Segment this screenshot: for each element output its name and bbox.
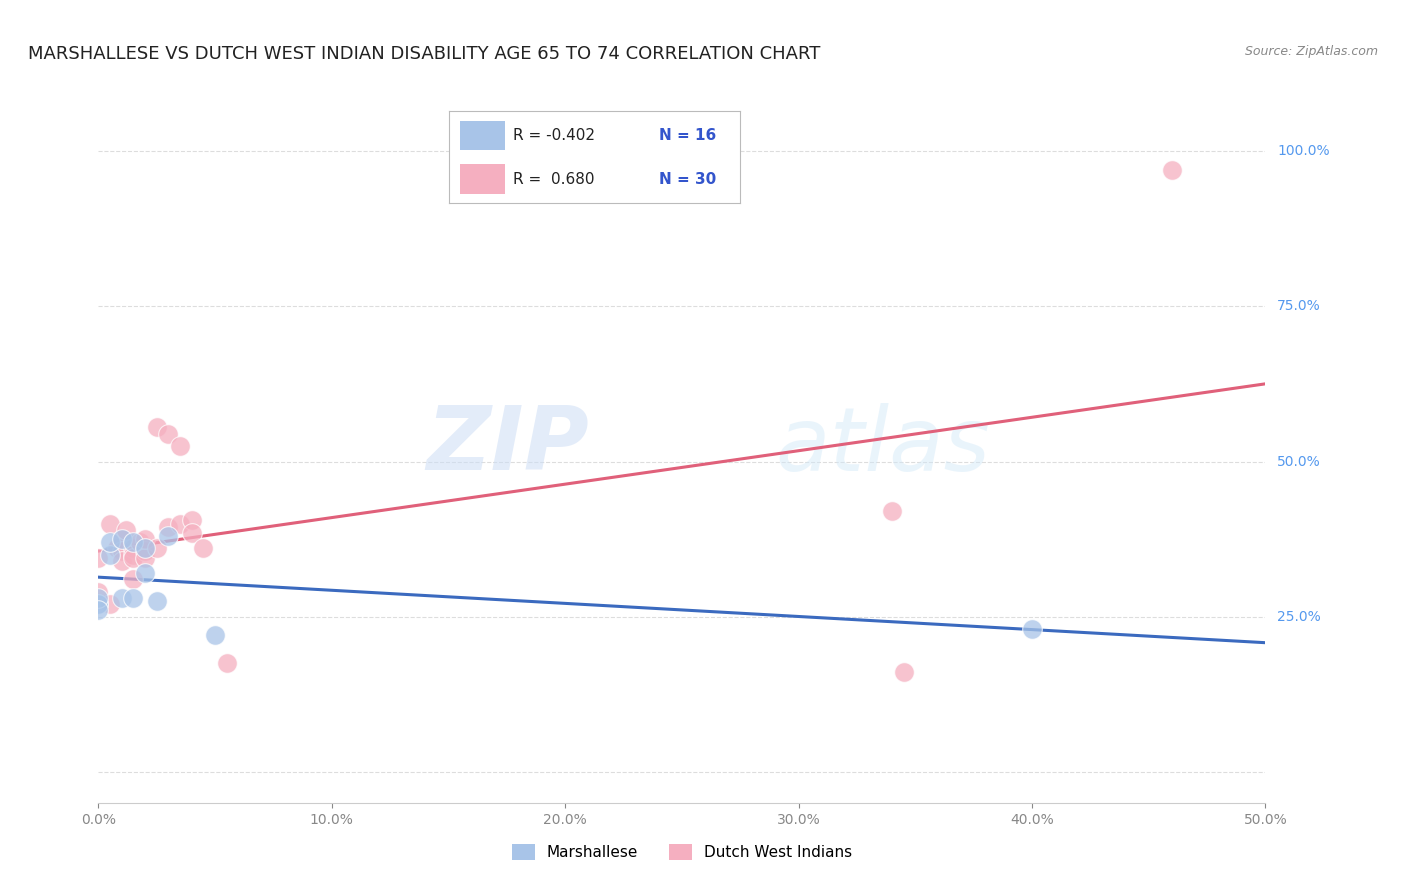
Point (215, 656, 238, 670)
Point (111, 554, 134, 568)
Point (134, 544, 156, 558)
Point (157, 426, 180, 441)
Point (87, 603, 110, 617)
Point (98, 516, 121, 531)
Point (98, 548, 121, 562)
Point (87, 597, 110, 611)
Legend: Marshallese, Dutch West Indians: Marshallese, Dutch West Indians (506, 838, 858, 866)
Point (157, 519, 180, 533)
Point (180, 525, 202, 540)
Text: MARSHALLESE VS DUTCH WEST INDIAN DISABILITY AGE 65 TO 74 CORRELATION CHART: MARSHALLESE VS DUTCH WEST INDIAN DISABIL… (28, 45, 821, 62)
Text: 25.0%: 25.0% (1277, 609, 1320, 624)
Point (122, 548, 145, 562)
Point (180, 513, 202, 527)
Point (880, 504, 903, 518)
Point (1161, 162, 1184, 177)
Point (105, 541, 128, 556)
Point (111, 532, 134, 546)
Point (134, 566, 156, 581)
Point (98, 535, 121, 549)
Point (129, 535, 152, 549)
Text: 100.0%: 100.0% (1277, 145, 1330, 158)
Point (169, 516, 191, 531)
Point (157, 529, 180, 543)
Point (134, 532, 156, 546)
Text: Source: ZipAtlas.com: Source: ZipAtlas.com (1244, 45, 1378, 58)
Text: 50.0%: 50.0% (1277, 455, 1320, 468)
Point (98, 597, 121, 611)
Text: atlas: atlas (775, 403, 990, 489)
Point (134, 550, 156, 565)
Point (115, 523, 138, 537)
Point (87, 597, 110, 611)
Point (1021, 622, 1043, 636)
Point (122, 573, 145, 587)
Point (169, 439, 191, 453)
Point (111, 544, 134, 558)
Point (111, 591, 134, 605)
Point (87, 591, 110, 605)
Point (893, 665, 915, 680)
Point (122, 535, 145, 549)
Point (204, 628, 226, 642)
Point (134, 541, 156, 556)
Point (87, 550, 110, 565)
Point (111, 532, 134, 546)
Point (122, 550, 145, 565)
Text: ZIP: ZIP (426, 402, 589, 490)
Point (122, 591, 145, 605)
Point (146, 594, 169, 608)
Point (193, 541, 215, 556)
Point (122, 541, 145, 556)
Point (146, 420, 169, 434)
Point (87, 584, 110, 599)
Point (146, 541, 169, 556)
Text: 75.0%: 75.0% (1277, 300, 1320, 313)
